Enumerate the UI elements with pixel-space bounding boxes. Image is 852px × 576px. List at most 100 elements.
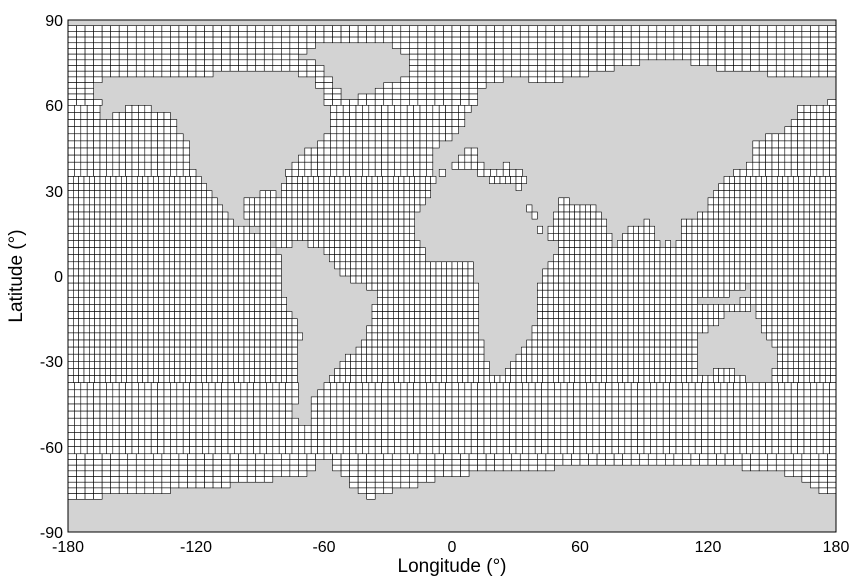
ocean-grid-cell	[618, 382, 626, 391]
ocean-grid-cell	[818, 31, 828, 38]
ocean-grid-cell	[161, 31, 171, 38]
ocean-grid-cell	[624, 403, 632, 412]
ocean-grid-cell	[342, 396, 350, 405]
ocean-grid-cell	[750, 48, 760, 55]
ocean-grid-cell	[485, 25, 495, 32]
ocean-grid-cell	[99, 268, 106, 277]
ocean-grid-cell	[531, 211, 538, 220]
ocean-grid-cell	[601, 261, 607, 270]
ocean-grid-cell	[238, 48, 248, 55]
ocean-grid-cell	[496, 410, 504, 419]
ocean-grid-cell	[368, 161, 376, 170]
ocean-grid-cell	[291, 225, 298, 234]
ocean-grid-cell	[438, 403, 446, 412]
ocean-grid-cell	[68, 161, 75, 170]
ocean-grid-cell	[68, 318, 74, 327]
ocean-grid-cell	[537, 31, 547, 38]
ocean-grid-cell	[86, 169, 94, 177]
ocean-grid-cell	[115, 197, 122, 206]
ocean-grid-cell	[654, 346, 661, 355]
ocean-grid-cell	[446, 332, 453, 341]
ocean-grid-cell	[605, 36, 615, 44]
ocean-grid-cell	[443, 99, 453, 106]
ocean-grid-cell	[713, 254, 719, 263]
ocean-grid-cell	[656, 396, 664, 405]
ocean-grid-cell	[185, 268, 191, 277]
ocean-grid-cell	[240, 403, 248, 412]
ocean-grid-cell	[414, 311, 421, 319]
ocean-grid-cell	[169, 204, 175, 213]
ocean-grid-cell	[622, 42, 632, 49]
ocean-grid-cell	[586, 382, 594, 391]
ocean-grid-cell	[259, 297, 266, 305]
ocean-grid-cell	[83, 332, 90, 341]
ocean-grid-cell	[174, 233, 181, 241]
ocean-grid-cell	[574, 261, 581, 270]
ocean-grid-cell	[125, 133, 133, 142]
ocean-grid-cell	[281, 318, 287, 327]
ocean-grid-cell	[285, 403, 293, 412]
ocean-grid-cell	[398, 339, 405, 348]
ocean-grid-cell	[446, 325, 453, 334]
ocean-grid-cell	[249, 304, 255, 312]
ocean-grid-cell	[458, 403, 466, 412]
ocean-grid-cell	[675, 410, 683, 419]
ocean-grid-cell	[830, 254, 836, 263]
ocean-grid-cell	[745, 190, 751, 199]
ocean-grid-cell	[542, 332, 549, 341]
ocean-grid-cell	[726, 389, 734, 398]
ocean-grid-cell	[430, 318, 437, 327]
ocean-grid-cell	[368, 140, 376, 149]
ocean-grid-cell	[673, 31, 683, 38]
ocean-grid-cell	[93, 59, 103, 66]
ocean-grid-cell	[649, 268, 655, 277]
ocean-grid-cell	[601, 318, 607, 327]
ocean-grid-cell	[355, 346, 362, 355]
ocean-grid-cell	[426, 140, 434, 149]
ocean-grid-cell	[118, 403, 126, 412]
ocean-grid-cell	[441, 339, 447, 348]
ocean-grid-cell	[809, 275, 815, 284]
ocean-grid-cell	[541, 382, 549, 391]
ocean-grid-cell	[357, 31, 367, 38]
ocean-grid-cell	[803, 325, 810, 334]
ocean-grid-cell	[83, 211, 90, 220]
ocean-grid-cell	[255, 65, 265, 72]
ocean-grid-cell	[633, 346, 639, 355]
ocean-grid-cell	[435, 368, 442, 376]
ocean-grid-cell	[394, 161, 402, 170]
ocean-grid-cell	[830, 225, 836, 234]
ocean-grid-cell	[377, 311, 383, 319]
ocean-grid-cell	[157, 169, 165, 177]
ocean-grid-cell	[409, 65, 419, 72]
ocean-grid-cell	[270, 339, 277, 348]
ocean-grid-cell	[767, 70, 777, 78]
ocean-grid-cell	[724, 25, 734, 32]
ocean-grid-cell	[110, 268, 117, 277]
ocean-grid-cell	[201, 190, 207, 199]
ocean-grid-cell	[729, 218, 735, 227]
ocean-grid-cell	[809, 304, 815, 312]
ocean-grid-cell	[707, 225, 714, 234]
ocean-grid-cell	[419, 368, 426, 376]
ocean-grid-cell	[409, 282, 415, 291]
ocean-grid-cell	[99, 126, 107, 135]
ocean-grid-cell	[105, 282, 111, 291]
ocean-grid-cell	[782, 176, 789, 184]
ocean-grid-cell	[592, 382, 600, 391]
ocean-grid-cell	[178, 25, 188, 32]
ocean-grid-cell	[649, 240, 655, 248]
ocean-grid-cell	[249, 339, 255, 348]
ocean-grid-cell	[494, 48, 504, 55]
ocean-grid-cell	[489, 176, 495, 184]
ocean-grid-cell	[259, 332, 266, 341]
ocean-grid-cell	[522, 396, 530, 405]
ocean-grid-cell	[211, 240, 218, 248]
ocean-grid-cell	[403, 318, 410, 327]
ocean-grid-cell	[819, 325, 826, 334]
ocean-grid-cell	[699, 36, 709, 44]
ocean-grid-cell	[686, 289, 693, 298]
ocean-grid-cell	[118, 42, 129, 49]
ocean-grid-cell	[675, 240, 682, 248]
ocean-grid-cell	[361, 261, 367, 270]
